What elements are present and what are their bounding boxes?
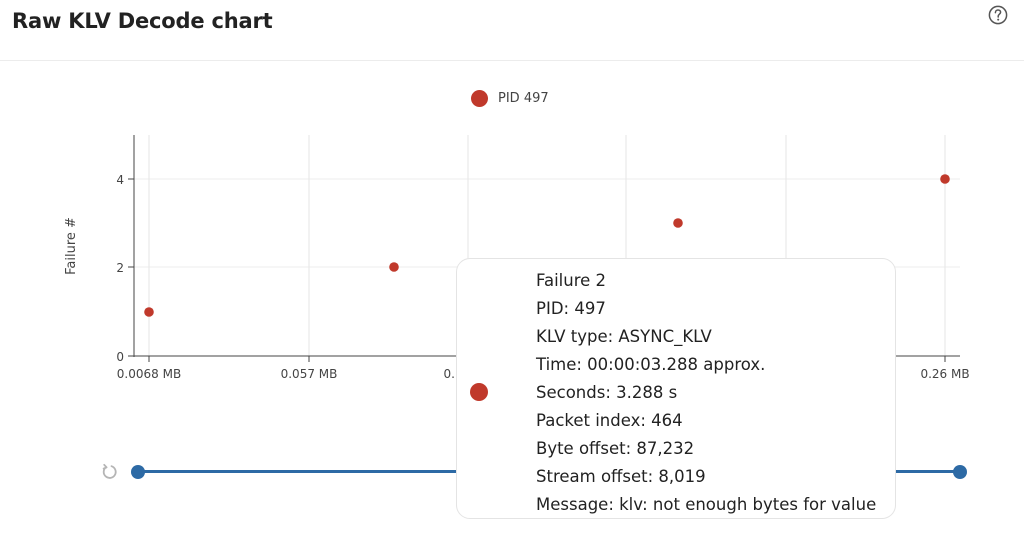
tooltip-series-marker-icon bbox=[470, 383, 488, 401]
range-slider-start-handle[interactable] bbox=[131, 465, 145, 479]
svg-text:2: 2 bbox=[116, 261, 124, 275]
series-pid-497[interactable] bbox=[144, 174, 950, 317]
svg-text:0.057 MB: 0.057 MB bbox=[281, 367, 338, 381]
data-point[interactable] bbox=[144, 307, 154, 317]
svg-text:0.0068 MB: 0.0068 MB bbox=[117, 367, 181, 381]
range-slider-end-handle[interactable] bbox=[953, 465, 967, 479]
header: Raw KLV Decode chart bbox=[0, 0, 1024, 61]
y-ticks: 0 2 4 bbox=[116, 173, 134, 364]
svg-text:4: 4 bbox=[116, 173, 124, 187]
legend-marker-icon bbox=[471, 89, 488, 107]
tooltip-byte-offset: Byte offset: 87,232 bbox=[536, 439, 695, 458]
svg-text:0.26 MB: 0.26 MB bbox=[920, 367, 969, 381]
data-point-tooltip: Failure 2 PID: 497 KLV type: ASYNC_KLV T… bbox=[456, 258, 896, 519]
x-ticks: 0.0068 MB 0.057 MB 0.11 MB 0.26 MB bbox=[117, 356, 970, 381]
tooltip-title: Failure 2 bbox=[536, 271, 607, 290]
question-circle-icon[interactable] bbox=[988, 5, 1008, 25]
tooltip-seconds: Seconds: 3.288 s bbox=[536, 383, 678, 402]
tooltip-message: Message: klv: not enough bytes for value bbox=[536, 495, 877, 514]
data-point[interactable] bbox=[940, 174, 950, 184]
svg-text:0: 0 bbox=[116, 350, 124, 364]
tooltip-stream-offset: Stream offset: 8,019 bbox=[536, 467, 706, 486]
chart-legend[interactable]: PID 497 bbox=[471, 89, 549, 107]
reset-rotate-icon[interactable] bbox=[101, 463, 119, 481]
data-point[interactable] bbox=[673, 218, 683, 228]
y-gridlines bbox=[134, 178, 960, 268]
legend-label: PID 497 bbox=[498, 90, 549, 106]
tooltip-klv-type: KLV type: ASYNC_KLV bbox=[536, 327, 712, 346]
y-axis-title: Failure # bbox=[64, 217, 79, 275]
tooltip-time: Time: 00:00:03.288 approx. bbox=[536, 355, 766, 374]
tooltip-pid: PID: 497 bbox=[536, 299, 606, 318]
page-title: Raw KLV Decode chart bbox=[12, 9, 273, 33]
data-point[interactable] bbox=[389, 262, 399, 272]
tooltip-packet-index: Packet index: 464 bbox=[536, 411, 683, 430]
